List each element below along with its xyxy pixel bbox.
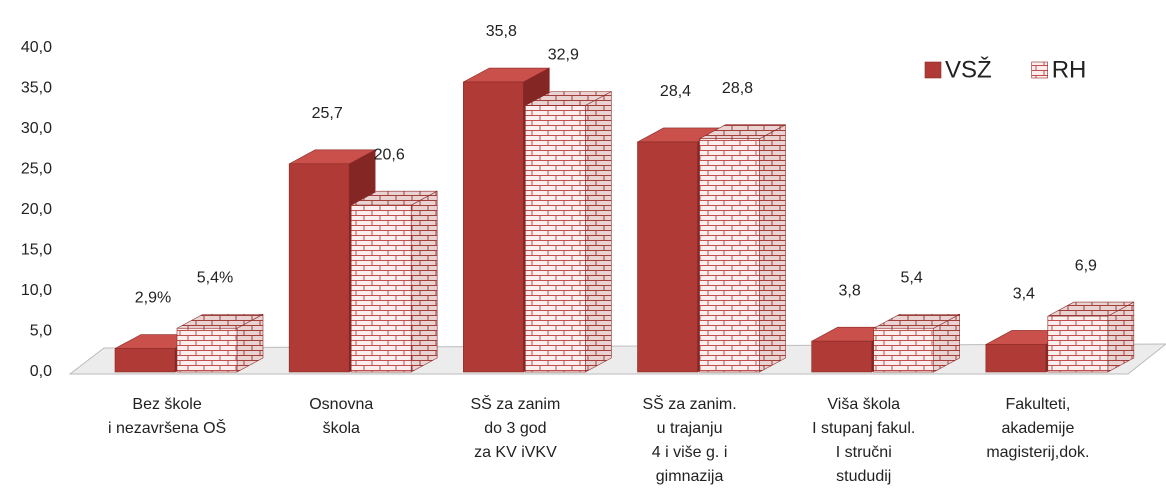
bar-front: [525, 105, 586, 373]
value-label: 28,8: [722, 80, 753, 97]
bar-front: [288, 163, 350, 373]
y-tick-label: 35,0: [21, 80, 52, 97]
bar: [699, 124, 786, 373]
bar-front: [985, 344, 1047, 373]
bar: [873, 313, 960, 373]
x-tick-line: škola: [323, 420, 360, 437]
bar: [525, 91, 612, 373]
x-tick-label: SŠ za zanim do 3 god za KV iVKV: [471, 394, 561, 461]
x-tick-line: 4 i više g. i: [652, 444, 728, 461]
y-tick-label: 30,0: [21, 120, 52, 137]
x-tick-line: akademije: [1001, 420, 1074, 437]
value-label: 35,8: [486, 23, 517, 40]
x-tick-line: gimnazija: [656, 468, 724, 485]
x-tick-line: SŠ za zanim: [471, 394, 561, 413]
bar-front: [463, 81, 524, 373]
x-tick-label: SŠ za zanim. u trajanju 4 i više g. i gimna…: [642, 394, 736, 485]
x-tick-line: magisterij,dok.: [986, 444, 1089, 461]
legend: VSŽ RH: [924, 56, 1087, 83]
legend-label: RH: [1052, 56, 1087, 83]
bar-front: [1047, 315, 1109, 373]
x-tick-line: Bez škole: [132, 396, 201, 413]
y-tick-label: 40,0: [21, 39, 52, 56]
x-tick-line: za KV iVKV: [474, 444, 557, 461]
x-tick-label: Osnovna škola: [309, 396, 373, 437]
bar: [1047, 301, 1135, 373]
y-tick-label: 10,0: [21, 282, 52, 299]
y-tick-label: 25,0: [21, 161, 52, 178]
bar-side: [410, 190, 438, 373]
bar-side: [585, 91, 612, 373]
bar-front: [114, 348, 176, 373]
value-label: 28,4: [660, 83, 691, 100]
value-label: 3,8: [839, 282, 861, 299]
legend-swatch: [924, 61, 942, 79]
x-tick-line: do 3 god: [484, 420, 546, 437]
bar-front: [637, 141, 698, 373]
bar-front: [811, 340, 872, 373]
bar: [350, 190, 438, 373]
bar-front: [350, 204, 412, 373]
bar-side: [759, 124, 786, 373]
legend-label: VSŽ: [945, 56, 992, 83]
bar-front: [176, 327, 238, 373]
value-label: 3,4: [1013, 286, 1035, 303]
x-tick-label: Fakulteti, akademije magisterij,dok.: [986, 396, 1089, 461]
y-tick-label: 0,0: [30, 363, 52, 380]
x-tick-line: u trajanju: [657, 420, 723, 437]
value-label: 20,6: [374, 146, 405, 163]
x-tick-line: I stupanj fakul.: [812, 420, 915, 437]
x-tick-line: i nezavršena OŠ: [108, 418, 226, 437]
value-label: 5,4: [901, 269, 923, 286]
x-tick-line: Fakulteti,: [1005, 396, 1070, 413]
x-tick-line: I stručni: [836, 444, 892, 461]
y-tick-label: 5,0: [30, 323, 52, 340]
x-tick-label: Viša škola I stupanj fakul. I stručni studu…: [812, 396, 915, 485]
x-tick-line: stududij: [836, 468, 891, 485]
bar: [176, 313, 264, 373]
bar-front: [873, 327, 934, 373]
x-tick-line: Osnovna: [309, 396, 373, 413]
x-tick-label: Bez škole i nezavršena OŠ: [108, 396, 226, 437]
value-label: 32,9: [548, 47, 579, 64]
value-label: 5,4%: [197, 269, 233, 286]
legend-swatch: [1031, 61, 1048, 79]
y-tick-label: 15,0: [21, 242, 52, 259]
x-tick-line: SŠ za zanim.: [642, 394, 736, 413]
value-label: 25,7: [312, 105, 343, 122]
bar-front: [699, 138, 760, 373]
value-label: 6,9: [1075, 257, 1097, 274]
value-label: 2,9%: [135, 290, 171, 307]
y-tick-label: 20,0: [21, 201, 52, 218]
x-tick-line: Viša škola: [827, 396, 900, 413]
